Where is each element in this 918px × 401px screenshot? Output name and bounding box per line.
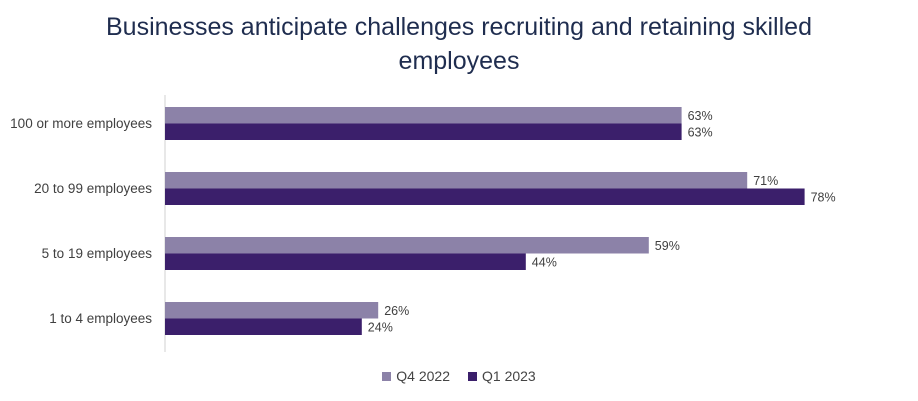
legend-label-q4-2022: Q4 2022	[396, 368, 450, 384]
data-label-q1-2023-1-to-4-employees: 24%	[368, 320, 393, 334]
bar-q1-2023-5-to-19-employees	[165, 253, 526, 270]
data-label-q1-2023-20-to-99-employees: 78%	[811, 190, 836, 204]
chart-title: Businesses anticipate challenges recruit…	[106, 13, 812, 75]
bar-q1-2023-1-to-4-employees	[165, 318, 362, 335]
data-label-q4-2022-5-to-19-employees: 59%	[655, 239, 680, 253]
bar-q4-2022-100-or-more-employees	[165, 107, 682, 124]
bar-q1-2023-100-or-more-employees	[165, 123, 682, 140]
category-label-1-to-4-employees: 1 to 4 employees	[49, 311, 152, 326]
data-label-q4-2022-1-to-4-employees: 26%	[384, 304, 409, 318]
bar-q4-2022-1-to-4-employees	[165, 302, 379, 319]
data-label-q1-2023-100-or-more-employees: 63%	[688, 125, 713, 139]
bar-q4-2022-20-to-99-employees	[165, 172, 748, 189]
category-label-20-to-99-employees: 20 to 99 employees	[34, 181, 152, 196]
category-label-100-or-more-employees: 100 or more employees	[10, 116, 152, 131]
data-label-q4-2022-20-to-99-employees: 71%	[753, 174, 778, 188]
legend-swatch-q1-2023	[468, 371, 477, 381]
bar-q1-2023-20-to-99-employees	[165, 188, 805, 205]
category-label-5-to-19-employees: 5 to 19 employees	[42, 246, 153, 261]
legend-item-q4-2022: Q4 2022	[382, 368, 450, 384]
legend-label-q1-2023: Q1 2023	[482, 368, 536, 384]
data-label-q4-2022-100-or-more-employees: 63%	[688, 109, 713, 123]
legend-item-q1-2023: Q1 2023	[468, 368, 536, 384]
bar-q4-2022-5-to-19-employees	[165, 237, 649, 254]
legend-swatch-q4-2022	[382, 371, 392, 381]
data-label-q1-2023-5-to-19-employees: 44%	[532, 255, 557, 269]
legend: Q4 2022 Q1 2023	[0, 368, 918, 384]
